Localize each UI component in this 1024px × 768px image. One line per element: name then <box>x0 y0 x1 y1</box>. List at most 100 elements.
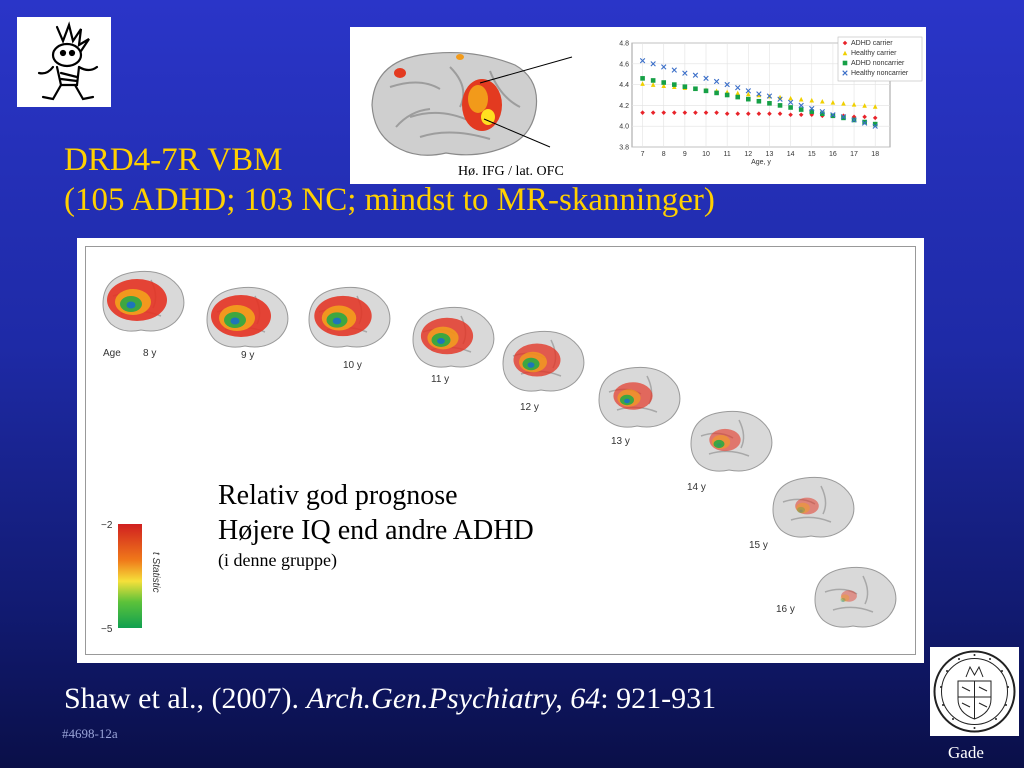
chart-point <box>735 85 741 91</box>
colorbar-top-label: −2 <box>101 520 113 531</box>
chart-point <box>819 108 826 115</box>
chart-point <box>661 83 667 88</box>
chart-series-healthy-noncarrier <box>639 57 878 129</box>
chart-y-tick-label: 4.8 <box>619 41 629 48</box>
chart-point <box>777 96 783 102</box>
brain-image-age-13 <box>598 366 681 428</box>
chart-point <box>703 75 709 82</box>
chart-point <box>766 93 773 99</box>
chart-x-tick-label: 12 <box>744 151 752 158</box>
chart-point <box>872 123 878 129</box>
chart-series-healthy-carrier <box>640 81 878 109</box>
chart-point <box>724 111 730 117</box>
chart-x-tick-label: 13 <box>766 151 774 158</box>
chart-x-tick-label: 9 <box>683 151 687 158</box>
slide-title-line2: (105 ADHD; 103 NC; mindst to MR-skanning… <box>64 182 715 218</box>
chart-point <box>798 107 804 112</box>
age-label: 8 y <box>143 348 156 359</box>
chart-legend: ADHD carrier Healthy carrier ADHD noncarri… <box>837 36 923 82</box>
chart-point <box>788 95 793 101</box>
brain-image-age-10 <box>308 286 391 348</box>
chart-point <box>682 70 688 76</box>
chart-x-tick-label: 15 <box>808 151 816 158</box>
chart-point <box>639 57 646 64</box>
chart-x-tick-label: 8 <box>662 151 666 158</box>
chart-point <box>714 110 719 115</box>
chart-point <box>756 98 762 104</box>
chart-point <box>682 110 688 115</box>
citation-pages: : 921-931 <box>600 682 717 715</box>
brain-development-figure: Age 8 y 9 y 10 y 11 y 12 y 13 y 14 y 15 y 16 y −2… <box>77 238 924 663</box>
chart-point <box>820 98 825 104</box>
chart-point <box>650 61 656 67</box>
chart-point <box>735 111 741 117</box>
brain-activation-blue <box>624 398 630 404</box>
chart-point <box>724 92 730 98</box>
chart-point <box>745 88 751 94</box>
age-label: 13 y <box>611 436 630 447</box>
chart-point <box>661 64 667 70</box>
slide-id: #4698-12a <box>62 726 118 741</box>
chart-point <box>840 114 847 120</box>
chart-point <box>861 120 868 126</box>
brain-activation-blue <box>126 301 136 309</box>
chart-point <box>640 110 645 115</box>
region-label: Hø. IFG / lat. OFC <box>458 164 564 179</box>
age-label: 14 y <box>687 482 706 493</box>
chart-point <box>767 101 772 106</box>
brain-activation-orange <box>796 502 810 514</box>
chart-y-tick-label: 4.0 <box>619 124 629 131</box>
chart-legend-label: Healthy noncarrier <box>851 70 909 77</box>
colorbar-title: t Statistic <box>150 552 161 593</box>
chart-point <box>777 111 783 117</box>
chart-point <box>809 109 815 114</box>
chart-legend-label: ADHD noncarrier <box>851 60 905 67</box>
chart-x-tick-label: 7 <box>641 151 645 158</box>
annotation-line2: Højere IQ end andre ADHD <box>218 515 534 546</box>
chart-point <box>820 111 825 117</box>
age-label: 10 y <box>343 360 362 371</box>
age-label: 16 y <box>776 604 795 615</box>
chart-point <box>788 105 793 110</box>
chart-point <box>841 101 846 106</box>
chart-point <box>767 111 772 117</box>
chart-point <box>830 112 836 118</box>
brain-activation-blue <box>799 509 803 513</box>
age-label: 9 y <box>241 350 254 361</box>
chart-point <box>798 112 804 118</box>
chart-point <box>714 90 719 96</box>
chart-point <box>851 102 857 107</box>
chart-point <box>756 92 762 98</box>
chart-point <box>862 119 867 125</box>
chart-x-tick-label: 14 <box>787 151 795 158</box>
chart-point <box>650 82 656 87</box>
chart-x-axis-label: Age, y <box>751 159 771 166</box>
brain-activation-blue <box>527 362 535 368</box>
line-chart: 3.8 4.0 4.2 4.4 4.6 4.8 7 8 9 10 11 12 13 14 15 16 17 18… <box>619 36 923 166</box>
university-seal-logo <box>930 647 1019 736</box>
brain-activation-green <box>840 597 846 603</box>
chart-point <box>650 110 656 115</box>
chart-point <box>640 76 645 81</box>
chart-legend-marker <box>842 60 848 66</box>
colorbar-bottom-label: −5 <box>101 624 113 635</box>
citation-authors: Shaw et al., (2007). <box>64 682 307 715</box>
chart-point <box>798 96 804 102</box>
citation: Shaw et al., (2007). Arch.Gen.Psychiatry… <box>64 682 716 716</box>
brain-activation-green <box>797 506 805 514</box>
chart-point <box>735 94 741 100</box>
brain-activation-orange <box>840 594 850 602</box>
brain-image-age-12 <box>502 330 585 392</box>
chart-point <box>788 112 793 118</box>
chart-point <box>830 99 836 105</box>
chart-legend-box <box>837 36 923 82</box>
brain-activation-red <box>841 590 857 602</box>
chart-x-tick-label: 16 <box>829 151 837 158</box>
chart-point <box>872 104 878 109</box>
chart-point <box>862 114 867 120</box>
chart-legend-marker <box>842 70 848 76</box>
chart-point <box>872 115 878 121</box>
top-figure: Hø. IFG / lat. OFC 3.8 4.0 4.2 4.4 4.6 4.8 7 8… <box>350 27 926 184</box>
brain-activation-blue <box>841 600 845 602</box>
chart-point <box>787 99 794 105</box>
